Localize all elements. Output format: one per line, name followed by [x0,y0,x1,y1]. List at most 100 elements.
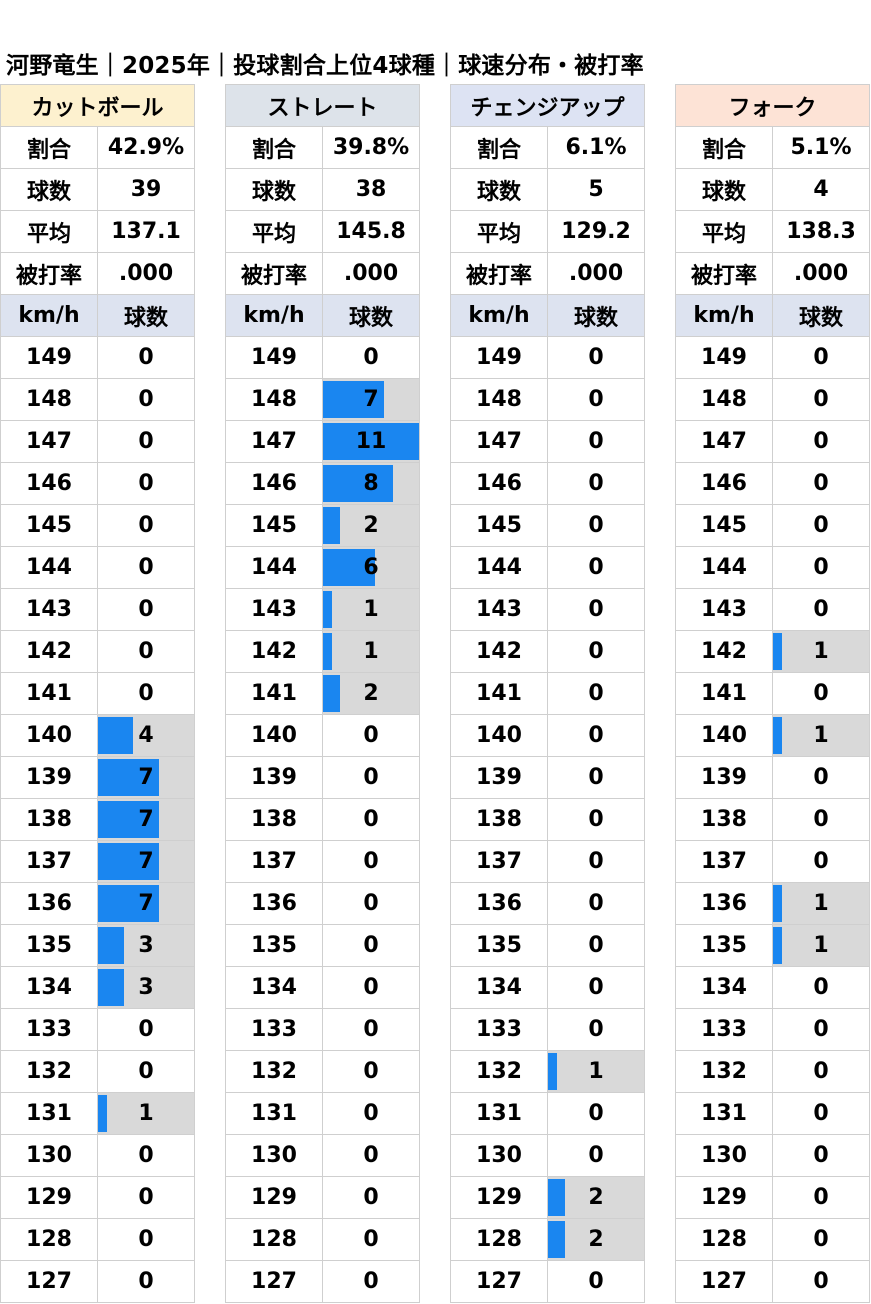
count-value: 0 [588,681,604,706]
speed-label: 139 [0,756,98,799]
stat-row-ratio: 割合 42.9% [0,126,195,169]
count-cell: 0 [97,546,195,589]
stat-row-ratio: 割合 39.8% [225,126,420,169]
stat-label: 球数 [225,168,323,211]
count-bar [323,675,341,712]
speed-label: 142 [225,630,323,673]
pitch-block: カットボール 割合 42.9% 球数 39 平均 137.1 被打率 .000 km/h 球数 149… [0,84,195,1303]
stat-row-ba: 被打率 .000 [675,252,870,295]
pitch-block: チェンジアップ 割合 6.1% 球数 5 平均 129.2 被打率 .000 km/h 球数 149 0… [450,84,645,1303]
speed-row: 143 1 [225,588,420,631]
count-value: 1 [588,1059,604,1084]
bar-background [773,925,869,966]
count-cell: 0 [547,882,645,925]
speed-row: 135 3 [0,924,195,967]
stat-row-ba: 被打率 .000 [0,252,195,295]
stat-value: 137.1 [97,210,195,253]
stat-row-count: 球数 5 [450,168,645,211]
count-cell: 2 [547,1176,645,1219]
speed-row: 136 1 [675,882,870,925]
count-cell: 0 [772,966,870,1009]
count-bar [773,633,782,670]
count-value: 7 [138,849,154,874]
count-cell: 2 [547,1218,645,1261]
count-cell: 1 [772,924,870,967]
speed-row: 129 2 [450,1176,645,1219]
speed-row: 132 1 [450,1050,645,1093]
count-cell: 0 [97,1218,195,1261]
speed-row: 129 0 [675,1176,870,1219]
speed-row: 149 0 [675,336,870,379]
count-value: 0 [138,513,154,538]
speed-label: 140 [0,714,98,757]
speed-label: 138 [675,798,773,841]
speed-row: 131 0 [450,1092,645,1135]
stat-label: 平均 [0,210,98,253]
count-cell: 0 [322,882,420,925]
speed-label: 129 [675,1176,773,1219]
speed-row: 145 0 [450,504,645,547]
speed-label: 143 [0,588,98,631]
speed-row: 145 0 [675,504,870,547]
count-value: 1 [813,933,829,958]
speed-label: 139 [675,756,773,799]
speed-row: 135 1 [675,924,870,967]
pitch-name: フォーク [675,84,870,127]
speed-label: 146 [675,462,773,505]
speed-column-header: km/h [225,294,323,337]
speed-row: 127 0 [0,1260,195,1303]
pitch-name-row: ストレート [225,84,420,127]
speed-label: 147 [450,420,548,463]
distribution-header-row: km/h 球数 [225,294,420,337]
speed-label: 131 [450,1092,548,1135]
count-value: 0 [363,345,379,370]
count-value: 0 [588,597,604,622]
count-value: 0 [813,1101,829,1126]
count-value: 0 [138,429,154,454]
speed-row: 140 0 [450,714,645,757]
chart-title: 河野竜生｜2025年｜投球割合上位4球種｜球速分布・被打率 [6,53,644,79]
count-bar [98,1095,107,1132]
count-value: 6 [363,555,379,580]
count-cell: 0 [772,1134,870,1177]
speed-row: 148 0 [675,378,870,421]
bar-background [773,631,869,672]
speed-label: 136 [450,882,548,925]
speed-label: 138 [0,798,98,841]
stat-value: 5.1% [772,126,870,169]
count-value: 4 [138,723,154,748]
speed-label: 144 [675,546,773,589]
count-cell: 0 [322,966,420,1009]
speed-row: 141 0 [675,672,870,715]
speed-label: 127 [450,1260,548,1303]
stat-row-avg: 平均 137.1 [0,210,195,253]
speed-row: 133 0 [0,1008,195,1051]
bar-background [98,1093,194,1134]
stat-label: 球数 [675,168,773,211]
speed-label: 138 [225,798,323,841]
count-value: 1 [138,1101,154,1126]
count-value: 0 [588,345,604,370]
count-cell: 0 [547,336,645,379]
speed-row: 144 0 [675,546,870,589]
count-cell: 3 [97,924,195,967]
stat-label: 被打率 [0,252,98,295]
count-value: 0 [813,345,829,370]
count-cell: 0 [97,630,195,673]
speed-row: 132 0 [225,1050,420,1093]
speed-label: 130 [225,1134,323,1177]
stat-label: 平均 [225,210,323,253]
speed-label: 140 [225,714,323,757]
count-cell: 0 [772,378,870,421]
count-cell: 0 [97,420,195,463]
speed-label: 131 [675,1092,773,1135]
speed-label: 127 [675,1260,773,1303]
speed-label: 130 [0,1134,98,1177]
count-cell: 0 [547,378,645,421]
count-cell: 0 [322,756,420,799]
speed-row: 131 0 [225,1092,420,1135]
stat-label: 割合 [450,126,548,169]
speed-row: 141 0 [0,672,195,715]
count-value: 0 [138,1269,154,1294]
count-cell: 0 [547,840,645,883]
